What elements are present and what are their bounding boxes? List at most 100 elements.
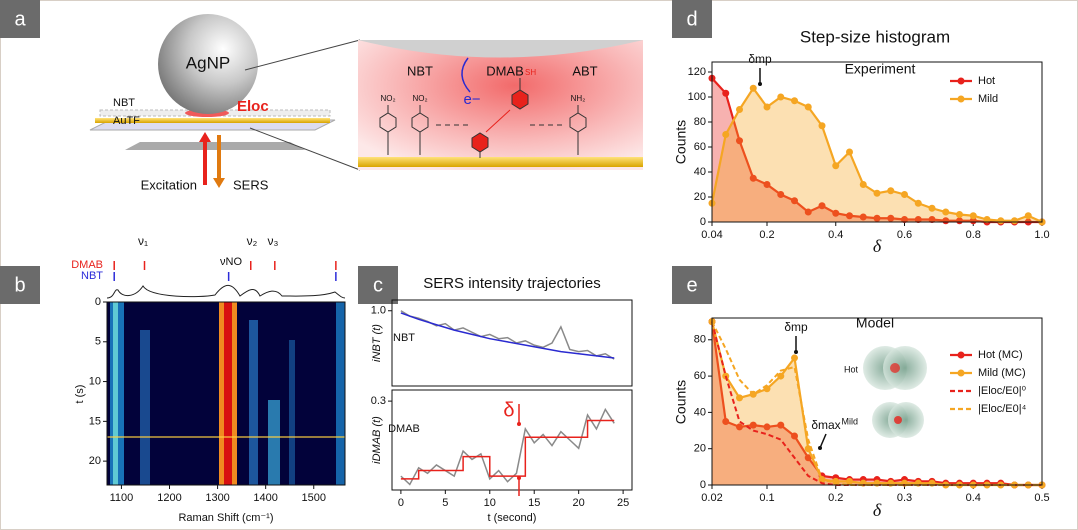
- point: [942, 208, 950, 216]
- heatmap-band: [336, 302, 345, 485]
- annotation: DMAB: [388, 423, 420, 435]
- zoom-gold: [358, 157, 643, 167]
- area: [712, 321, 1042, 485]
- point: [777, 93, 785, 101]
- y-tick-label: 1.0: [371, 305, 386, 317]
- particle-label: AgNP: [186, 53, 230, 72]
- point: [791, 97, 798, 105]
- heatmap-band: [268, 400, 280, 485]
- point: [736, 394, 743, 402]
- point: [722, 131, 730, 138]
- x-tick-label: 1100: [110, 492, 134, 504]
- point: [749, 174, 757, 182]
- x-axis-label: t (second): [488, 512, 537, 524]
- y-axis-label: iDMAB (t): [371, 416, 383, 464]
- y-tick-label: 20: [694, 443, 706, 455]
- point: [873, 214, 881, 222]
- panel-badge: [672, 0, 712, 38]
- line: [400, 312, 615, 359]
- line: [400, 310, 615, 360]
- point: [763, 103, 771, 111]
- y-tick-label: 100: [688, 91, 706, 103]
- x-tick-label: 1.0: [1034, 229, 1049, 241]
- chart-title: Step-size histogram: [800, 27, 950, 46]
- y-tick-label: 0: [95, 296, 101, 308]
- point: [777, 372, 785, 380]
- panel-label: a: [14, 8, 26, 30]
- point: [997, 217, 1005, 225]
- molecule-label: DMAB: [486, 63, 524, 78]
- line: [400, 407, 615, 486]
- objective: [125, 142, 305, 150]
- x-tick-label: 0.2: [828, 492, 843, 504]
- point: [791, 197, 798, 205]
- nanoparticle: [158, 14, 258, 114]
- point: [818, 202, 826, 210]
- point: [736, 106, 743, 113]
- panel-label: d: [686, 8, 697, 30]
- x-tick-label: 1200: [157, 492, 181, 504]
- heatmap-band: [140, 330, 150, 485]
- point: [818, 122, 826, 130]
- x-tick-label: 0.04: [701, 229, 722, 241]
- group-label: NO₂: [412, 94, 427, 103]
- point: [777, 421, 785, 429]
- point: [901, 191, 908, 198]
- legend-label: |Eloc/E0|⁰: [978, 385, 1027, 397]
- legend-label: Mild (MC): [978, 367, 1026, 379]
- legend-label: |Eloc/E0|⁴: [978, 403, 1027, 415]
- annotation-arrow-tip: [758, 82, 762, 86]
- point: [1011, 217, 1018, 225]
- plot-frame: [106, 301, 346, 486]
- point: [736, 137, 743, 145]
- annotation: NBT: [393, 332, 415, 344]
- panel-badge: [358, 266, 398, 304]
- x-tick-label: 0.02: [701, 492, 722, 504]
- x-tick-label: 0.1: [759, 492, 774, 504]
- x-tick-label: 0.2: [759, 229, 774, 241]
- molecule-label: ABT: [572, 63, 597, 78]
- point: [832, 162, 840, 170]
- point: [832, 209, 840, 217]
- point: [914, 216, 922, 223]
- panel-label: c: [373, 274, 383, 296]
- x-tick-label: 1300: [205, 492, 229, 504]
- point: [749, 421, 757, 429]
- y-tick-label: 80: [694, 116, 706, 128]
- x-tick-label: 0.5: [1034, 492, 1049, 504]
- group-label: NO₂: [380, 94, 395, 103]
- x-axis-label: Raman Shift (cm⁻¹): [178, 512, 273, 524]
- point: [846, 212, 853, 220]
- point: [846, 477, 853, 485]
- heatmap-band: [249, 320, 258, 485]
- legend-marker: [957, 77, 965, 85]
- electron-path: [461, 57, 471, 93]
- point: [983, 216, 991, 223]
- legend-marker: [957, 351, 965, 359]
- y-tick-label: 20: [694, 191, 706, 203]
- y-tick-label: 0.3: [371, 395, 386, 407]
- point: [859, 213, 867, 221]
- annotation: δmp: [748, 52, 772, 66]
- heatmap-band: [224, 302, 232, 485]
- zoom-field: [358, 40, 643, 170]
- x-tick-label: 10: [484, 497, 496, 509]
- heatmap-streak: [107, 436, 345, 438]
- group-label: NH₂: [571, 94, 586, 103]
- x-tick-label: 0.4: [966, 492, 981, 504]
- legend-marker: [957, 95, 965, 103]
- point: [791, 354, 798, 362]
- legend-marker: [957, 369, 965, 377]
- plot-frame: [711, 61, 1043, 223]
- x-tick-label: 25: [617, 497, 629, 509]
- legend-label: Hot: [978, 75, 995, 87]
- inset-label: Hot: [844, 364, 859, 374]
- layer-label: AuTF: [113, 115, 140, 127]
- panel-label: e: [686, 274, 697, 296]
- x-tick-label: 0.4: [828, 229, 843, 241]
- point: [804, 103, 812, 111]
- point: [928, 216, 936, 223]
- y-tick-label: 40: [694, 406, 706, 418]
- annotation-arrow: [819, 433, 827, 449]
